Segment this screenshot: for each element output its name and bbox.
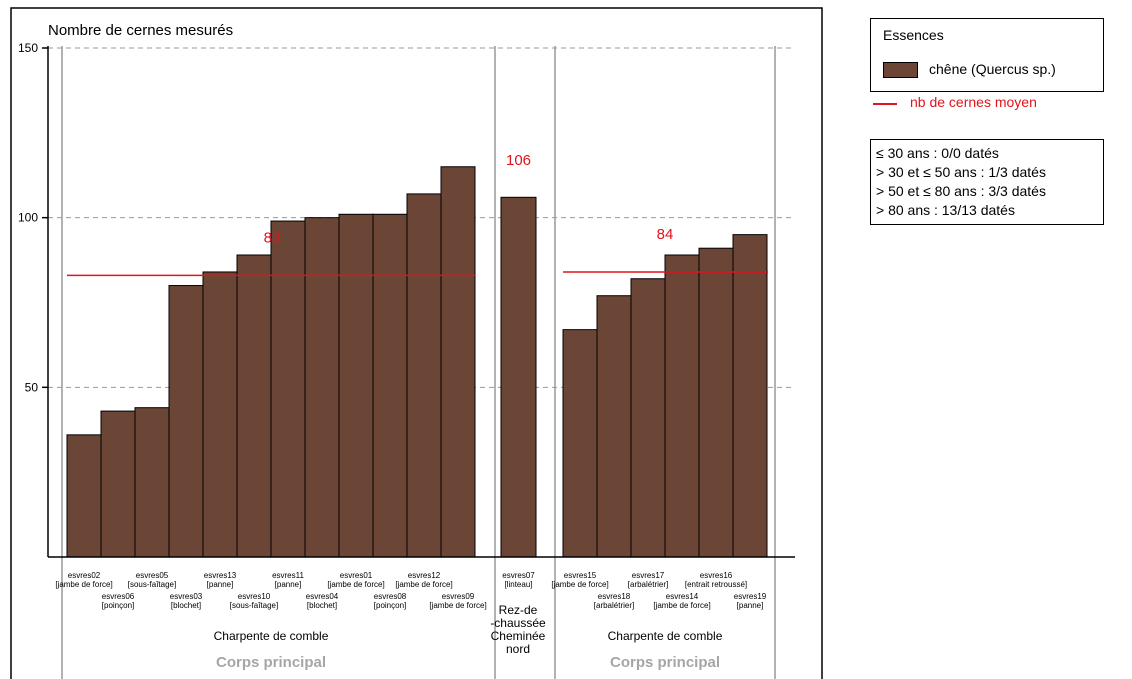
- bar-esvres02: [66, 434, 102, 558]
- bar-role-label: [panne]: [207, 580, 234, 589]
- bar-esvres07: [500, 196, 537, 558]
- bar-id-label: esvres11: [272, 571, 304, 580]
- y-tick-label: 50: [25, 380, 39, 394]
- bar-esvres13: [202, 271, 238, 558]
- bar-role-label: [jambe de force]: [55, 580, 112, 589]
- bar-id-label: esvres13: [204, 571, 237, 580]
- bar-id-label: esvres15: [564, 571, 597, 580]
- bar-id-label: esvres18: [598, 592, 631, 601]
- bar-id-label: esvres08: [374, 592, 407, 601]
- bar-esvres06: [100, 410, 136, 558]
- mean-value-label: 84: [657, 226, 674, 243]
- legend-mean-line: [873, 103, 897, 105]
- bar-id-label: esvres14: [666, 592, 699, 601]
- section-label: Corps principal: [216, 654, 326, 671]
- group-label: Rez-de: [499, 603, 538, 617]
- bar-role-label: [blochet]: [307, 601, 337, 610]
- plot-frame: [10, 7, 823, 679]
- bar-role-label: [sous-faîtage]: [128, 580, 176, 589]
- bar-id-label: esvres03: [170, 592, 203, 601]
- bar-role-label: [entrait retroussé]: [685, 580, 747, 589]
- bar-role-label: [panne]: [737, 601, 764, 610]
- legend-swatch-oak: [883, 62, 918, 78]
- stats-line: > 50 et ≤ 80 ans : 3/3 datés: [876, 183, 1046, 199]
- y-axis-title: Nombre de cernes mesurés: [48, 22, 233, 39]
- bar-id-label: esvres19: [734, 592, 767, 601]
- bar-id-label: esvres02: [68, 571, 101, 580]
- x-labels: esvres02[jambe de force]esvres06[poinçon…: [55, 571, 766, 671]
- bar-esvres03: [168, 285, 204, 558]
- bar-id-label: esvres16: [700, 571, 733, 580]
- bar-role-label: [jambe de force]: [551, 580, 608, 589]
- group-label: -chaussée: [490, 616, 546, 630]
- bar-id-label: esvres06: [102, 592, 135, 601]
- legend: Essences chêne (Quercus sp.): [870, 18, 1104, 92]
- legend-title: Essences: [883, 27, 944, 43]
- bar-esvres05: [134, 407, 170, 558]
- bar-role-label: [jambe de force]: [653, 601, 710, 610]
- bar-role-label: [jambe de force]: [327, 580, 384, 589]
- bar-esvres18: [596, 295, 632, 558]
- bar-id-label: esvres09: [442, 592, 475, 601]
- bar-esvres09: [440, 166, 476, 558]
- y-tick-label: 150: [18, 41, 38, 55]
- y-tick-label: 100: [18, 211, 38, 225]
- bar-id-label: esvres07: [502, 571, 535, 580]
- bars: [66, 166, 768, 558]
- axes: 50 100 150: [18, 41, 795, 558]
- legend-item-label: chêne (Quercus sp.): [929, 61, 1056, 77]
- bar-esvres01: [338, 213, 374, 558]
- bar-role-label: [poinçon]: [102, 601, 134, 610]
- group-label: Charpente de comble: [608, 629, 723, 643]
- mean-value-label: 83: [264, 229, 281, 246]
- bar-esvres19: [732, 234, 768, 558]
- group-label: Cheminée: [491, 629, 546, 643]
- bar-id-label: esvres05: [136, 571, 169, 580]
- mean-lines: 83 106 84: [67, 152, 768, 277]
- bar-id-label: esvres04: [306, 592, 339, 601]
- bar-esvres16: [698, 247, 734, 558]
- group-label: nord: [506, 642, 530, 656]
- bar-role-label: [poinçon]: [374, 601, 406, 610]
- bar-esvres12: [406, 193, 442, 558]
- bar-esvres14: [664, 254, 700, 558]
- bar-esvres15: [562, 329, 598, 558]
- bar-id-label: esvres12: [408, 571, 441, 580]
- legend-mean-label: nb de cernes moyen: [910, 94, 1037, 110]
- stats-line: > 30 et ≤ 50 ans : 1/3 datés: [876, 164, 1046, 180]
- stats-line: > 80 ans : 13/13 datés: [876, 202, 1015, 218]
- group-label: Charpente de comble: [214, 629, 329, 643]
- section-label: Corps principal: [610, 654, 720, 671]
- bar-role-label: [blochet]: [171, 601, 201, 610]
- bar-esvres11: [270, 220, 306, 558]
- bar-role-label: [panne]: [275, 580, 302, 589]
- stats-line: ≤ 30 ans : 0/0 datés: [876, 145, 999, 161]
- bar-esvres04: [304, 217, 340, 558]
- bar-esvres08: [372, 213, 408, 558]
- dating-stats: ≤ 30 ans : 0/0 datés > 30 et ≤ 50 ans : …: [870, 139, 1104, 225]
- bar-id-label: esvres10: [238, 592, 271, 601]
- bar-role-label: [jambe de force]: [429, 601, 486, 610]
- bar-role-label: [arbalétrier]: [594, 601, 634, 610]
- bar-role-label: [arbalétrier]: [628, 580, 668, 589]
- bar-role-label: [linteau]: [504, 580, 532, 589]
- mean-value-label: 106: [506, 152, 531, 169]
- bar-esvres10: [236, 254, 272, 558]
- bar-id-label: esvres01: [340, 571, 373, 580]
- bar-role-label: [jambe de force]: [395, 580, 452, 589]
- bar-role-label: [sous-faîtage]: [230, 601, 278, 610]
- bar-id-label: esvres17: [632, 571, 665, 580]
- bar-esvres17: [630, 278, 666, 558]
